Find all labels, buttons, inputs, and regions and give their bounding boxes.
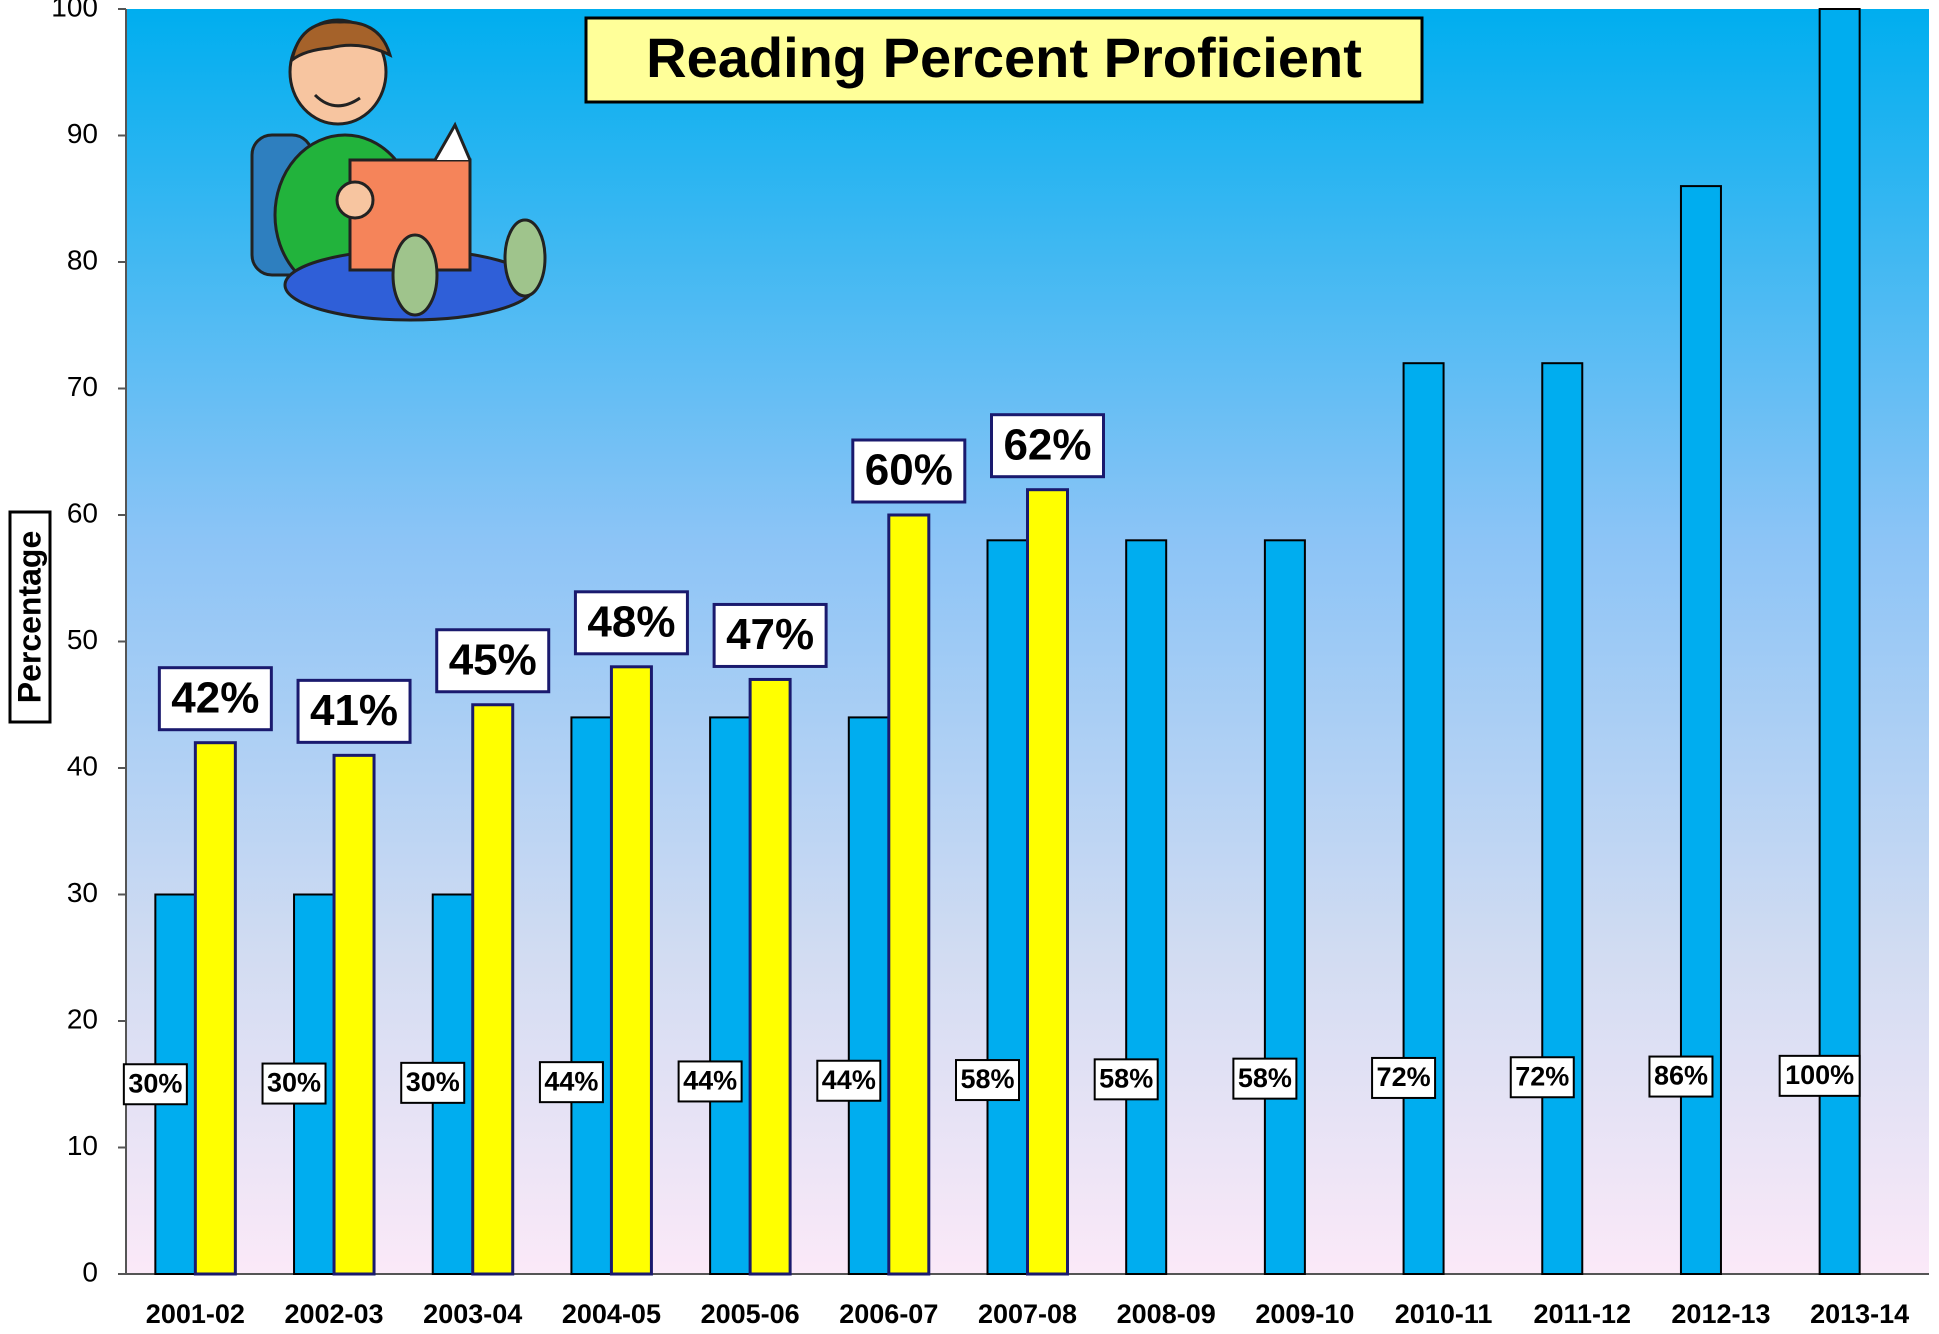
bar [847,716,890,1275]
value-label-box [677,1060,743,1103]
bar [1679,185,1722,1276]
y-label-box [8,510,52,724]
y-tick-label: 20 [67,1003,98,1034]
value-label: 47% [726,610,814,659]
value-label: 48% [587,597,675,646]
value-label: 44% [683,1066,737,1096]
value-label-box [261,1062,327,1105]
x-tick-label: 2001-02 [146,1299,245,1329]
x-tick-label: 2002-03 [284,1299,383,1329]
value-label: 30% [406,1067,460,1097]
value-label: 44% [822,1065,876,1095]
value-label-box [573,590,689,656]
value-label-box [1778,1054,1861,1097]
value-label-box [1232,1057,1298,1100]
value-label: 44% [544,1066,598,1096]
value-label: 86% [1654,1061,1708,1091]
value-label-box [816,1059,882,1102]
y-tick-label: 0 [82,1256,98,1287]
x-tick-label: 2013-14 [1810,1299,1909,1329]
value-label: 30% [128,1068,182,1098]
bar [709,716,752,1275]
value-label-box [435,628,551,694]
bar [986,539,1029,1275]
value-label-box [296,678,412,744]
bar [570,716,613,1275]
value-label-box [990,413,1105,479]
y-tick-label: 10 [67,1130,98,1161]
bar [1125,539,1168,1275]
value-label: 72% [1515,1061,1569,1091]
value-label: 42% [171,673,259,722]
clipart [250,18,547,322]
bar [193,741,237,1276]
bar [1402,362,1445,1275]
title-box [584,16,1424,104]
value-label-box [1371,1056,1437,1099]
value-label-box [712,602,828,668]
x-tick-label: 2009-10 [1255,1299,1354,1329]
value-label-box [1648,1055,1714,1098]
y-axis-label: Percentage [11,531,47,704]
value-label: 41% [310,686,398,735]
bar [609,665,653,1276]
value-label: 58% [960,1064,1014,1094]
x-tick-label: 2012-13 [1671,1299,1770,1329]
x-tick-label: 2010-11 [1395,1299,1493,1329]
bar [332,753,376,1276]
value-label-box [122,1063,188,1106]
value-label: 58% [1099,1063,1153,1093]
y-tick-label: 60 [67,497,98,528]
chart-title: Reading Percent Proficient [646,26,1362,89]
x-tick-label: 2007-08 [978,1299,1077,1329]
bar [887,513,931,1276]
value-label: 72% [1377,1062,1431,1092]
bar [1541,362,1584,1275]
value-label-box [157,666,273,732]
y-tick-label: 90 [67,118,98,149]
value-label-box [1509,1056,1575,1099]
y-label-group: Percentage [8,510,52,724]
value-label-box [955,1059,1020,1102]
bar [471,703,515,1276]
value-label: 30% [267,1068,321,1098]
value-label: 58% [1238,1063,1292,1093]
y-tick-label: 30 [67,877,98,908]
x-tick-label: 2006-07 [839,1299,938,1329]
value-label-box [400,1061,466,1104]
value-label: 60% [865,446,953,495]
y-tick-label: 50 [67,624,98,655]
x-tick-label: 2008-09 [1117,1299,1216,1329]
y-tick-label: 40 [67,750,98,781]
x-tick-label: 2011-12 [1533,1299,1631,1329]
x-tick-label: 2005-06 [701,1299,800,1329]
bar [748,677,792,1276]
value-label: 45% [449,635,537,684]
x-tick-label: 2003-04 [423,1299,522,1329]
value-label: 100% [1785,1060,1854,1090]
bar [1026,488,1069,1276]
bar [1263,539,1306,1275]
y-tick-label: 80 [67,244,98,275]
y-tick-label: 100 [51,0,98,22]
x-tick-label: 2004-05 [562,1299,661,1329]
value-label-box [1093,1058,1159,1101]
value-label-box [851,438,967,504]
value-label-box [538,1061,604,1104]
value-label: 62% [1003,420,1091,469]
y-tick-label: 70 [67,371,98,402]
